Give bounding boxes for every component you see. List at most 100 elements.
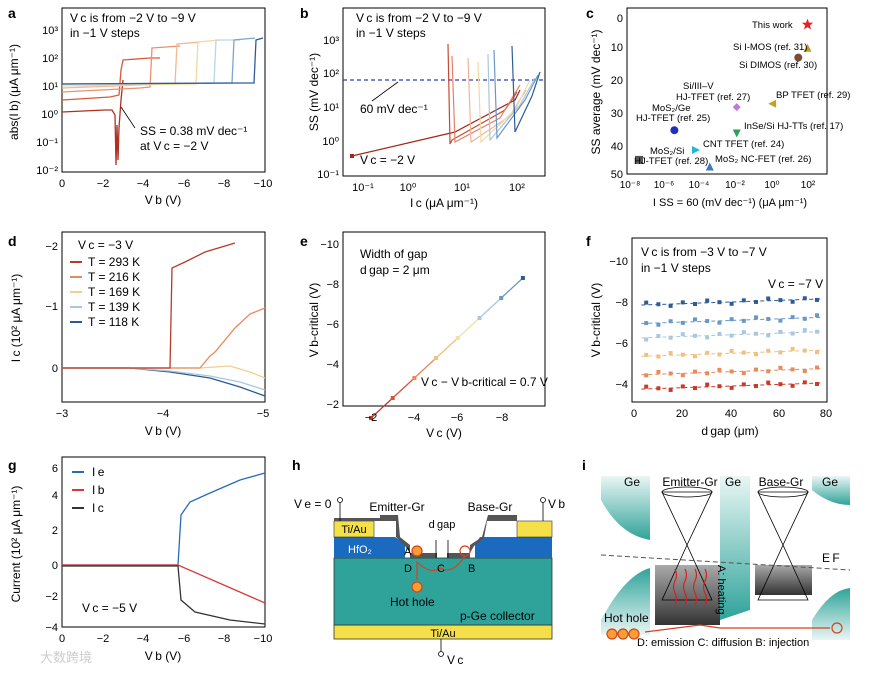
panel-e-marker <box>412 376 417 380</box>
panel-f-marker <box>680 373 685 378</box>
panel-b-xticks: 10⁻¹ 10⁰ 10¹ 10² <box>352 182 525 194</box>
panel-d-ylabel: I c (10² μA μm⁻¹) <box>9 274 23 363</box>
panel-c-label: Si DIMOS (ref. 30) <box>739 60 817 71</box>
i-heat-wave <box>692 568 698 606</box>
panel-b-ytick: 10⁰ <box>322 136 339 148</box>
panel-a-ytick: 10⁰ <box>41 109 58 121</box>
panel-f-caption-1: V c is from −3 V to −7 V <box>641 245 767 259</box>
h-tiau-right <box>516 520 553 538</box>
panel-f-marker <box>693 386 697 391</box>
i-left-ge-bottom <box>601 568 650 635</box>
i-heat-wave <box>682 568 688 606</box>
panel-d-yticks: −2 −1 0 <box>45 241 58 375</box>
panel-c-label: HJ-TFET (ref. 28) <box>634 156 708 167</box>
h-hfo2-left <box>334 537 405 558</box>
h-emitter-label: Emitter-Gr <box>369 500 424 514</box>
panel-a-caption-2: in −1 V steps <box>70 26 140 40</box>
panel-f-marker <box>778 382 783 387</box>
panel-g-xtick: −8 <box>218 633 231 645</box>
panel-g-ylabel: Current (10² μA μm⁻¹) <box>9 486 23 603</box>
panel-e-xtick: −8 <box>496 412 509 424</box>
panel-f-marker <box>644 373 649 378</box>
panel-d-ytick: −1 <box>45 301 58 313</box>
panel-e-line <box>369 276 525 420</box>
panel-c-ytick: 0 <box>617 13 623 25</box>
panel-b-axes <box>342 7 546 177</box>
h-label-d: D <box>404 563 412 575</box>
h-hfo2-right <box>475 537 552 558</box>
panel-d-curve-216k <box>62 307 266 369</box>
i-right-ge-top <box>812 476 850 505</box>
panel-a-curve-vc-6 <box>61 39 221 87</box>
panel-f-marker <box>790 383 795 388</box>
panel-d-legend-label: T = 118 K <box>88 315 139 329</box>
panel-c-point <box>794 53 803 62</box>
panel-c-label: CNT TFET (ref. 24) <box>703 139 784 150</box>
panel-a-ytick: 10¹ <box>42 81 58 93</box>
panel-b-xtick: 10¹ <box>454 182 470 194</box>
panel-e-yticks: −2 −4 −6 −8 −10 <box>320 239 339 411</box>
panel-c-point <box>768 99 777 108</box>
panel-f-xtick: 80 <box>820 408 832 420</box>
panel-c-point <box>732 129 741 138</box>
panel-a-curve-vc-8 <box>61 37 256 85</box>
panel-f-marker <box>815 329 819 334</box>
panel-f-marker <box>656 302 661 307</box>
panel-c-yticks: 0 10 20 30 40 50 <box>611 13 623 181</box>
panel-f-marker <box>680 352 685 357</box>
panel-b-ytick: 10¹ <box>323 102 339 114</box>
panel-e-ytick: −8 <box>326 279 339 291</box>
i-steps-label: D: emission C: diffusion B: injection <box>637 637 809 649</box>
panel-e-marker <box>520 276 525 280</box>
h-vb-terminal <box>540 497 546 503</box>
i-ge-3: Ge <box>822 475 838 489</box>
panel-e-xticks: −2 −4 −6 −8 <box>365 412 509 424</box>
panel-f-marker <box>717 367 722 372</box>
panel-f-marker <box>644 321 649 326</box>
panel-f-xlabel: d gap (μm) <box>701 424 758 438</box>
panel-b-ytick: 10³ <box>323 35 339 47</box>
panel-letter-g: g <box>8 457 17 473</box>
panel-f-marker <box>656 334 661 339</box>
panel-c-xtick: 10⁻⁴ <box>689 180 710 191</box>
panel-i: i E F Ge Emitter-Gr Ge Base-Gr Ge <box>582 457 851 649</box>
panel-f-marker <box>729 301 734 306</box>
panel-f-marker <box>705 319 710 324</box>
panel-c-point <box>634 155 643 164</box>
h-hfo2-label: HfO₂ <box>348 544 372 556</box>
panel-e-relation: V c − V b-critical = 0.7 V <box>421 375 548 389</box>
panel-a-xtick: −10 <box>254 178 273 190</box>
panel-c-point <box>670 126 679 135</box>
panel-f-marker <box>705 371 710 376</box>
i-emitter-label: Emitter-Gr <box>662 475 717 489</box>
i-ge-2: Ge <box>725 475 741 489</box>
panel-c-points <box>634 18 814 171</box>
h-vc-terminal <box>438 651 444 657</box>
panel-f-marker <box>668 351 673 356</box>
panel-a-arrow <box>120 106 136 129</box>
panel-e-marker <box>455 336 460 340</box>
panel-d-ytick: −2 <box>45 241 58 253</box>
i-base-fill <box>755 565 812 595</box>
i-hot-hole-label: Hot hole <box>604 611 649 625</box>
panel-a-ytick: 10³ <box>42 25 58 37</box>
i-base-cone-top <box>757 486 809 498</box>
panel-f-marker <box>766 296 771 301</box>
panel-g-xtick: −10 <box>254 633 273 645</box>
panel-f-marker <box>766 316 771 321</box>
i-fermi-line <box>600 554 851 571</box>
panel-c-ytick: 50 <box>611 169 623 181</box>
panel-letter-b: b <box>300 5 309 21</box>
panel-f-ytick: −6 <box>615 338 628 350</box>
h-path <box>416 555 466 580</box>
panel-e-ytick: −10 <box>320 239 339 251</box>
panel-e-xtick: −6 <box>451 412 464 424</box>
panel-d-legend-label: T = 139 K <box>88 300 140 314</box>
panel-b-xtick: 10² <box>509 182 525 194</box>
panel-d-curves <box>62 242 266 397</box>
panel-f-marker <box>754 384 758 389</box>
panel-letter-c: c <box>586 5 594 21</box>
panel-a-curve-vc-3 <box>61 57 160 101</box>
i-left-ge-top <box>601 476 650 540</box>
panel-g-yticks: −4 −2 0 2 4 6 <box>45 463 58 634</box>
